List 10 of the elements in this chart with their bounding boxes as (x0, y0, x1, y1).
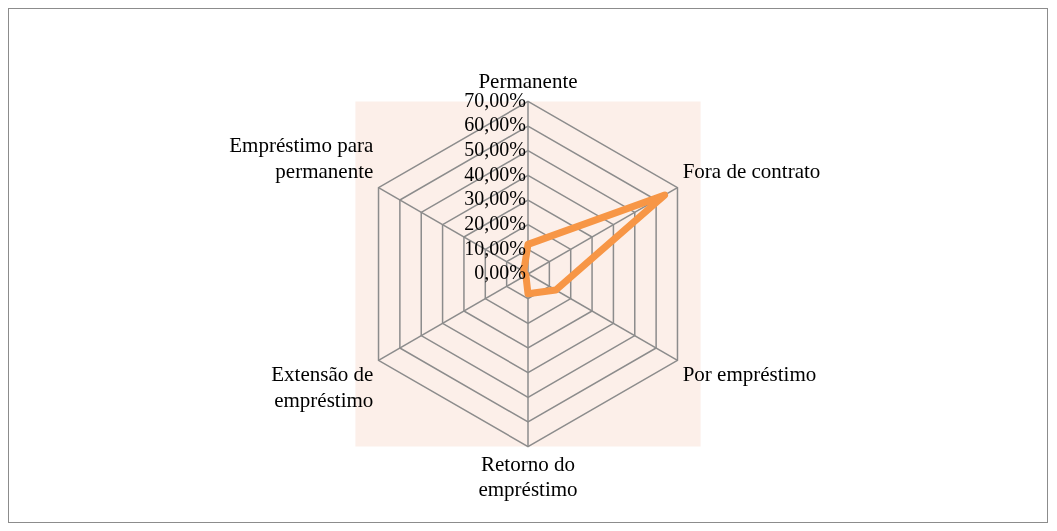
spoke-label: Por empréstimo (682, 362, 817, 387)
spoke-label: Extensão de empréstimo (271, 362, 374, 412)
spoke-label: Retorno do empréstimo (478, 451, 578, 501)
y-tick-label: 60,00% (464, 113, 526, 136)
y-tick-label: 30,00% (464, 187, 526, 210)
y-tick-label: 20,00% (464, 211, 526, 234)
y-tick-label: 50,00% (464, 137, 526, 160)
spoke-label: Empréstimo para permanente (229, 133, 374, 183)
spoke-label: Fora de contrato (682, 158, 821, 183)
y-tick-label: 40,00% (464, 162, 526, 185)
